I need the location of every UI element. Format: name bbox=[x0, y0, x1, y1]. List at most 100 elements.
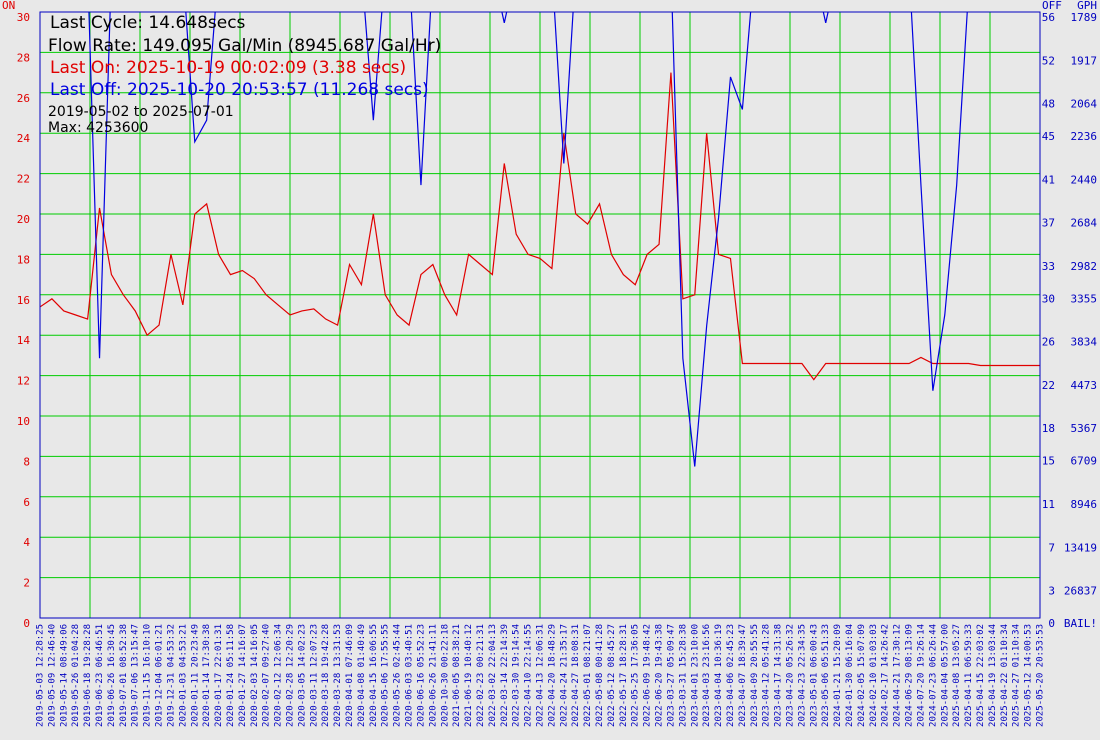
y2-tick-label: 3 bbox=[1048, 585, 1055, 598]
x-tick-label: 2022-05-08 00:41:28 bbox=[595, 624, 605, 727]
gph-label: 13419 bbox=[1064, 541, 1097, 554]
y-tick-label: 0 bbox=[23, 617, 30, 630]
x-tick-label: 2020-01-27 14:16:07 bbox=[238, 624, 248, 727]
y2-tick-label: 30 bbox=[1042, 292, 1055, 305]
x-tick-label: 2024-01-21 15:20:09 bbox=[833, 624, 843, 727]
x-tick-label: 2024-07-23 06:26:44 bbox=[928, 624, 938, 727]
x-tick-label: 2020-01-17 22:01:31 bbox=[214, 624, 224, 727]
x-tick-label: 2020-01-11 20:23:49 bbox=[190, 624, 200, 727]
x-tick-label: 2020-05-06 17:55:55 bbox=[381, 624, 391, 727]
x-tick-label: 2022-06-09 19:48:42 bbox=[643, 624, 653, 727]
y-tick-label: 10 bbox=[17, 415, 30, 428]
grid bbox=[39, 11, 1041, 619]
y2-tick-label: 11 bbox=[1042, 498, 1055, 511]
y-tick-label: 6 bbox=[23, 496, 30, 509]
x-tick-label: 2019-06-23 06:46:51 bbox=[95, 624, 105, 727]
x-tick-label: 2023-05-01 06:00:43 bbox=[809, 624, 819, 727]
x-tick-label: 2022-05-17 18:28:31 bbox=[619, 624, 629, 727]
x-tick-label: 2023-05-06 05:51:33 bbox=[821, 624, 831, 727]
x-tick-label: 2022-04-24 21:35:17 bbox=[559, 624, 569, 727]
x-tick-label: 2023-03-31 15:28:38 bbox=[678, 624, 688, 727]
x-tick-label: 2023-04-12 05:41:28 bbox=[762, 624, 772, 727]
x-tick-label: 2020-10-30 00:22:18 bbox=[440, 624, 450, 727]
y2-tick-label: 41 bbox=[1042, 173, 1055, 186]
x-tick-label: 2020-01-24 05:11:58 bbox=[226, 624, 236, 727]
plot-frame bbox=[39, 11, 1041, 619]
x-tick-label: 2020-04-08 01:40:49 bbox=[357, 624, 367, 727]
gph-label: 2064 bbox=[1071, 98, 1098, 111]
flow-rate: Flow Rate: 149.095 Gal/Min (8945.687 Gal… bbox=[48, 36, 441, 56]
x-tick-label: 2023-04-03 23:16:56 bbox=[702, 624, 712, 727]
x-tick-label: 2020-03-11 12:07:23 bbox=[309, 624, 319, 727]
x-tick-label: 2021-06-05 08:38:21 bbox=[452, 624, 462, 727]
x-tick-label: 2022-05-01 08:21:07 bbox=[583, 624, 593, 727]
last-cycle: Last Cycle: 14.648secs bbox=[50, 13, 246, 33]
x-tick-label: 2025-04-11 06:59:33 bbox=[964, 624, 974, 727]
y-tick-label: 4 bbox=[23, 536, 30, 549]
x-tick-label: 2022-04-13 12:06:31 bbox=[536, 624, 546, 727]
gph-label: 4473 bbox=[1071, 379, 1098, 392]
x-tick-label: 2022-04-10 22:14:55 bbox=[524, 624, 534, 727]
x-tick-label: 2022-05-12 08:45:27 bbox=[607, 624, 617, 727]
gph-label: 3355 bbox=[1071, 292, 1098, 305]
x-tick-label: 2023-04-07 18:39:47 bbox=[738, 624, 748, 727]
x-tick-label: 2023-04-17 14:31:38 bbox=[774, 624, 784, 727]
y-tick-label: 14 bbox=[17, 334, 31, 347]
gph-label: 5367 bbox=[1071, 422, 1098, 435]
x-tick-label: 2019-12-31 04:53:32 bbox=[166, 624, 176, 727]
right-axis-title: OFF bbox=[1042, 0, 1062, 12]
x-tick-label: 2019-06-26 16:30:45 bbox=[107, 624, 117, 727]
y2-tick-label: 37 bbox=[1042, 217, 1055, 230]
x-tick-label: 2025-05-12 14:00:53 bbox=[1024, 624, 1034, 727]
y-tick-label: 30 bbox=[17, 11, 30, 24]
x-tick-label: 2025-04-22 01:10:34 bbox=[1000, 624, 1010, 727]
x-tick-label: 2020-01-03 04:53:21 bbox=[178, 624, 188, 727]
gph-label: 6709 bbox=[1071, 455, 1098, 468]
x-tick-label: 2020-03-18 19:42:28 bbox=[321, 624, 331, 727]
x-tick-label: 2020-02-07 09:27:40 bbox=[262, 624, 272, 727]
x-tick-label: 2020-02-12 12:06:34 bbox=[274, 624, 284, 727]
y2-tick-label: 18 bbox=[1042, 422, 1055, 435]
gph-label: 2236 bbox=[1071, 130, 1098, 143]
left-axis-title: ON bbox=[2, 0, 15, 12]
y2-tick-label: 26 bbox=[1042, 336, 1055, 349]
x-tick-label: 2023-03-27 05:09:47 bbox=[666, 624, 676, 727]
plot bbox=[40, 12, 1040, 467]
y2-tick-label: 52 bbox=[1042, 54, 1055, 67]
x-tick-label: 2024-02-05 15:07:09 bbox=[857, 624, 867, 727]
date-range: 2019-05-02 to 2025-07-01 bbox=[48, 104, 234, 120]
x-tick-label: 2020-06-03 03:40:51 bbox=[405, 624, 415, 727]
x-tick-label: 2023-04-04 10:36:19 bbox=[714, 624, 724, 727]
gph-label: 2982 bbox=[1071, 260, 1098, 273]
x-tick-label: 2020-01-14 17:30:38 bbox=[202, 624, 212, 727]
x-tick-label: 2022-06-20 19:43:38 bbox=[655, 624, 665, 727]
x-tick-label: 2023-04-23 22:34:35 bbox=[797, 624, 807, 727]
x-tick-label: 2019-12-04 06:01:21 bbox=[155, 624, 165, 727]
x-tick-label: 2025-04-04 05:57:00 bbox=[940, 624, 950, 727]
x-tick-label: 2023-04-09 20:55:55 bbox=[750, 624, 760, 727]
y-tick-label: 12 bbox=[17, 375, 30, 388]
series-line bbox=[88, 12, 968, 467]
y-tick-label: 28 bbox=[17, 51, 30, 64]
x-tick-label: 2023-04-06 02:45:23 bbox=[726, 624, 736, 727]
x-tick-label: 2020-02-03 14:16:05 bbox=[250, 624, 260, 727]
x-tick-label: 2019-06-18 19:28:28 bbox=[83, 624, 93, 727]
gph-label: 2440 bbox=[1071, 173, 1098, 186]
y2-tick-label: 48 bbox=[1042, 98, 1055, 111]
x-tick-label: 2019-05-26 01:04:28 bbox=[71, 624, 81, 727]
x-tick-label: 2022-03-30 19:14:54 bbox=[512, 624, 522, 727]
x-tick-label: 2024-02-10 01:03:03 bbox=[869, 624, 879, 727]
x-tick-label: 2019-07-06 13:15:47 bbox=[131, 624, 141, 727]
last-on: Last On: 2025-10-19 00:02:09 (3.38 secs) bbox=[50, 58, 406, 78]
x-tick-label: 2023-04-01 23:10:00 bbox=[690, 624, 700, 727]
x-tick-label: 2022-04-27 18:08:31 bbox=[571, 624, 581, 727]
y2-tick-label: 0 bbox=[1048, 617, 1055, 630]
max: Max: 4253600 bbox=[48, 120, 148, 136]
gph-label: 3834 bbox=[1071, 336, 1098, 349]
y-tick-label: 26 bbox=[17, 92, 30, 105]
x-tick-label: 2025-04-15 22:03:02 bbox=[976, 624, 986, 727]
x-tick-label: 2022-02-23 00:21:31 bbox=[476, 624, 486, 727]
gph-label: 8946 bbox=[1071, 498, 1098, 511]
